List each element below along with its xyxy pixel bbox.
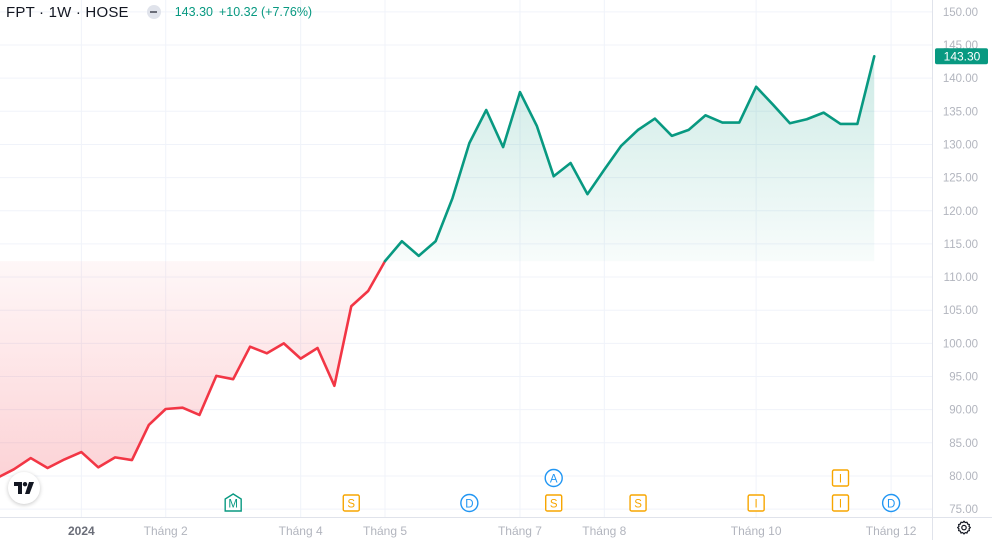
event-label: I <box>755 498 758 510</box>
event-marker[interactable]: I <box>831 469 850 487</box>
x-tick-label: 2024 <box>68 524 95 538</box>
event-marker[interactable]: S <box>629 494 647 512</box>
x-tick-label: Tháng 4 <box>279 524 323 538</box>
y-tick-label: 85.00 <box>949 438 978 450</box>
y-tick-label: 115.00 <box>944 239 978 251</box>
events: M S D S A S I I I D <box>224 468 901 513</box>
last-price-badge: 143.30 <box>935 48 988 65</box>
y-tick-label: 150.00 <box>943 7 978 19</box>
baseline-fill <box>0 56 875 477</box>
x-tick-label: Tháng 10 <box>731 524 782 538</box>
y-tick-label: 125.00 <box>943 173 978 185</box>
event-label: S <box>550 498 558 510</box>
event-marker[interactable]: S <box>545 494 563 512</box>
x-tick-label: Tháng 8 <box>582 524 626 538</box>
collapse-minus-icon[interactable] <box>146 5 161 19</box>
event-label: D <box>887 498 895 510</box>
price-change: +10.32 (+7.76%) <box>218 5 313 19</box>
x-tick-label: Tháng 2 <box>144 524 188 538</box>
x-tick-label: Tháng 12 <box>866 524 917 538</box>
price-line <box>0 54 876 478</box>
event-label: I <box>839 473 842 485</box>
event-marker[interactable]: M <box>224 493 242 512</box>
y-tick-label: 75.00 <box>949 504 978 516</box>
y-tick-label: 80.00 <box>949 471 978 483</box>
y-tick-label: 135.00 <box>943 106 978 118</box>
tradingview-logo-icon[interactable] <box>8 472 40 504</box>
y-tick-label: 95.00 <box>949 372 978 384</box>
y-tick-label: 130.00 <box>943 139 978 151</box>
x-tick-label: Tháng 5 <box>363 524 407 538</box>
event-marker[interactable]: D <box>460 493 479 513</box>
event-marker[interactable]: A <box>544 468 563 488</box>
y-tick-label: 100.00 <box>943 338 978 350</box>
y-tick-label: 110.00 <box>944 272 978 284</box>
fill-above-baseline <box>385 56 875 262</box>
y-tick-label: 120.00 <box>943 206 978 218</box>
settings-gear-icon[interactable] <box>956 520 972 536</box>
event-marker[interactable]: D <box>881 493 901 513</box>
y-tick-label: 105.00 <box>943 305 978 317</box>
chart-header: FPT · 1W · HOSE 143.30 +10.32 (+7.76%) <box>6 2 312 22</box>
line-up-segment <box>383 54 876 263</box>
event-label: S <box>634 498 642 510</box>
y-tick-label: 140.00 <box>943 73 978 85</box>
fill-below-baseline <box>0 261 386 477</box>
event-marker[interactable]: I <box>831 494 850 512</box>
event-marker[interactable]: S <box>342 494 360 512</box>
symbol-title[interactable]: FPT · 1W · HOSE <box>6 3 129 21</box>
event-label: M <box>228 498 238 510</box>
event-label: S <box>347 498 355 510</box>
event-label: A <box>550 473 558 485</box>
y-tick-label: 90.00 <box>949 405 978 417</box>
line-down-segment <box>0 259 387 478</box>
last-price-badge-label: 143.30 <box>944 50 981 64</box>
event-label: D <box>465 498 473 510</box>
event-label: I <box>839 498 842 510</box>
event-marker[interactable]: I <box>747 494 765 512</box>
x-tick-label: Tháng 7 <box>498 524 542 538</box>
last-price: 143.30 <box>174 5 213 19</box>
